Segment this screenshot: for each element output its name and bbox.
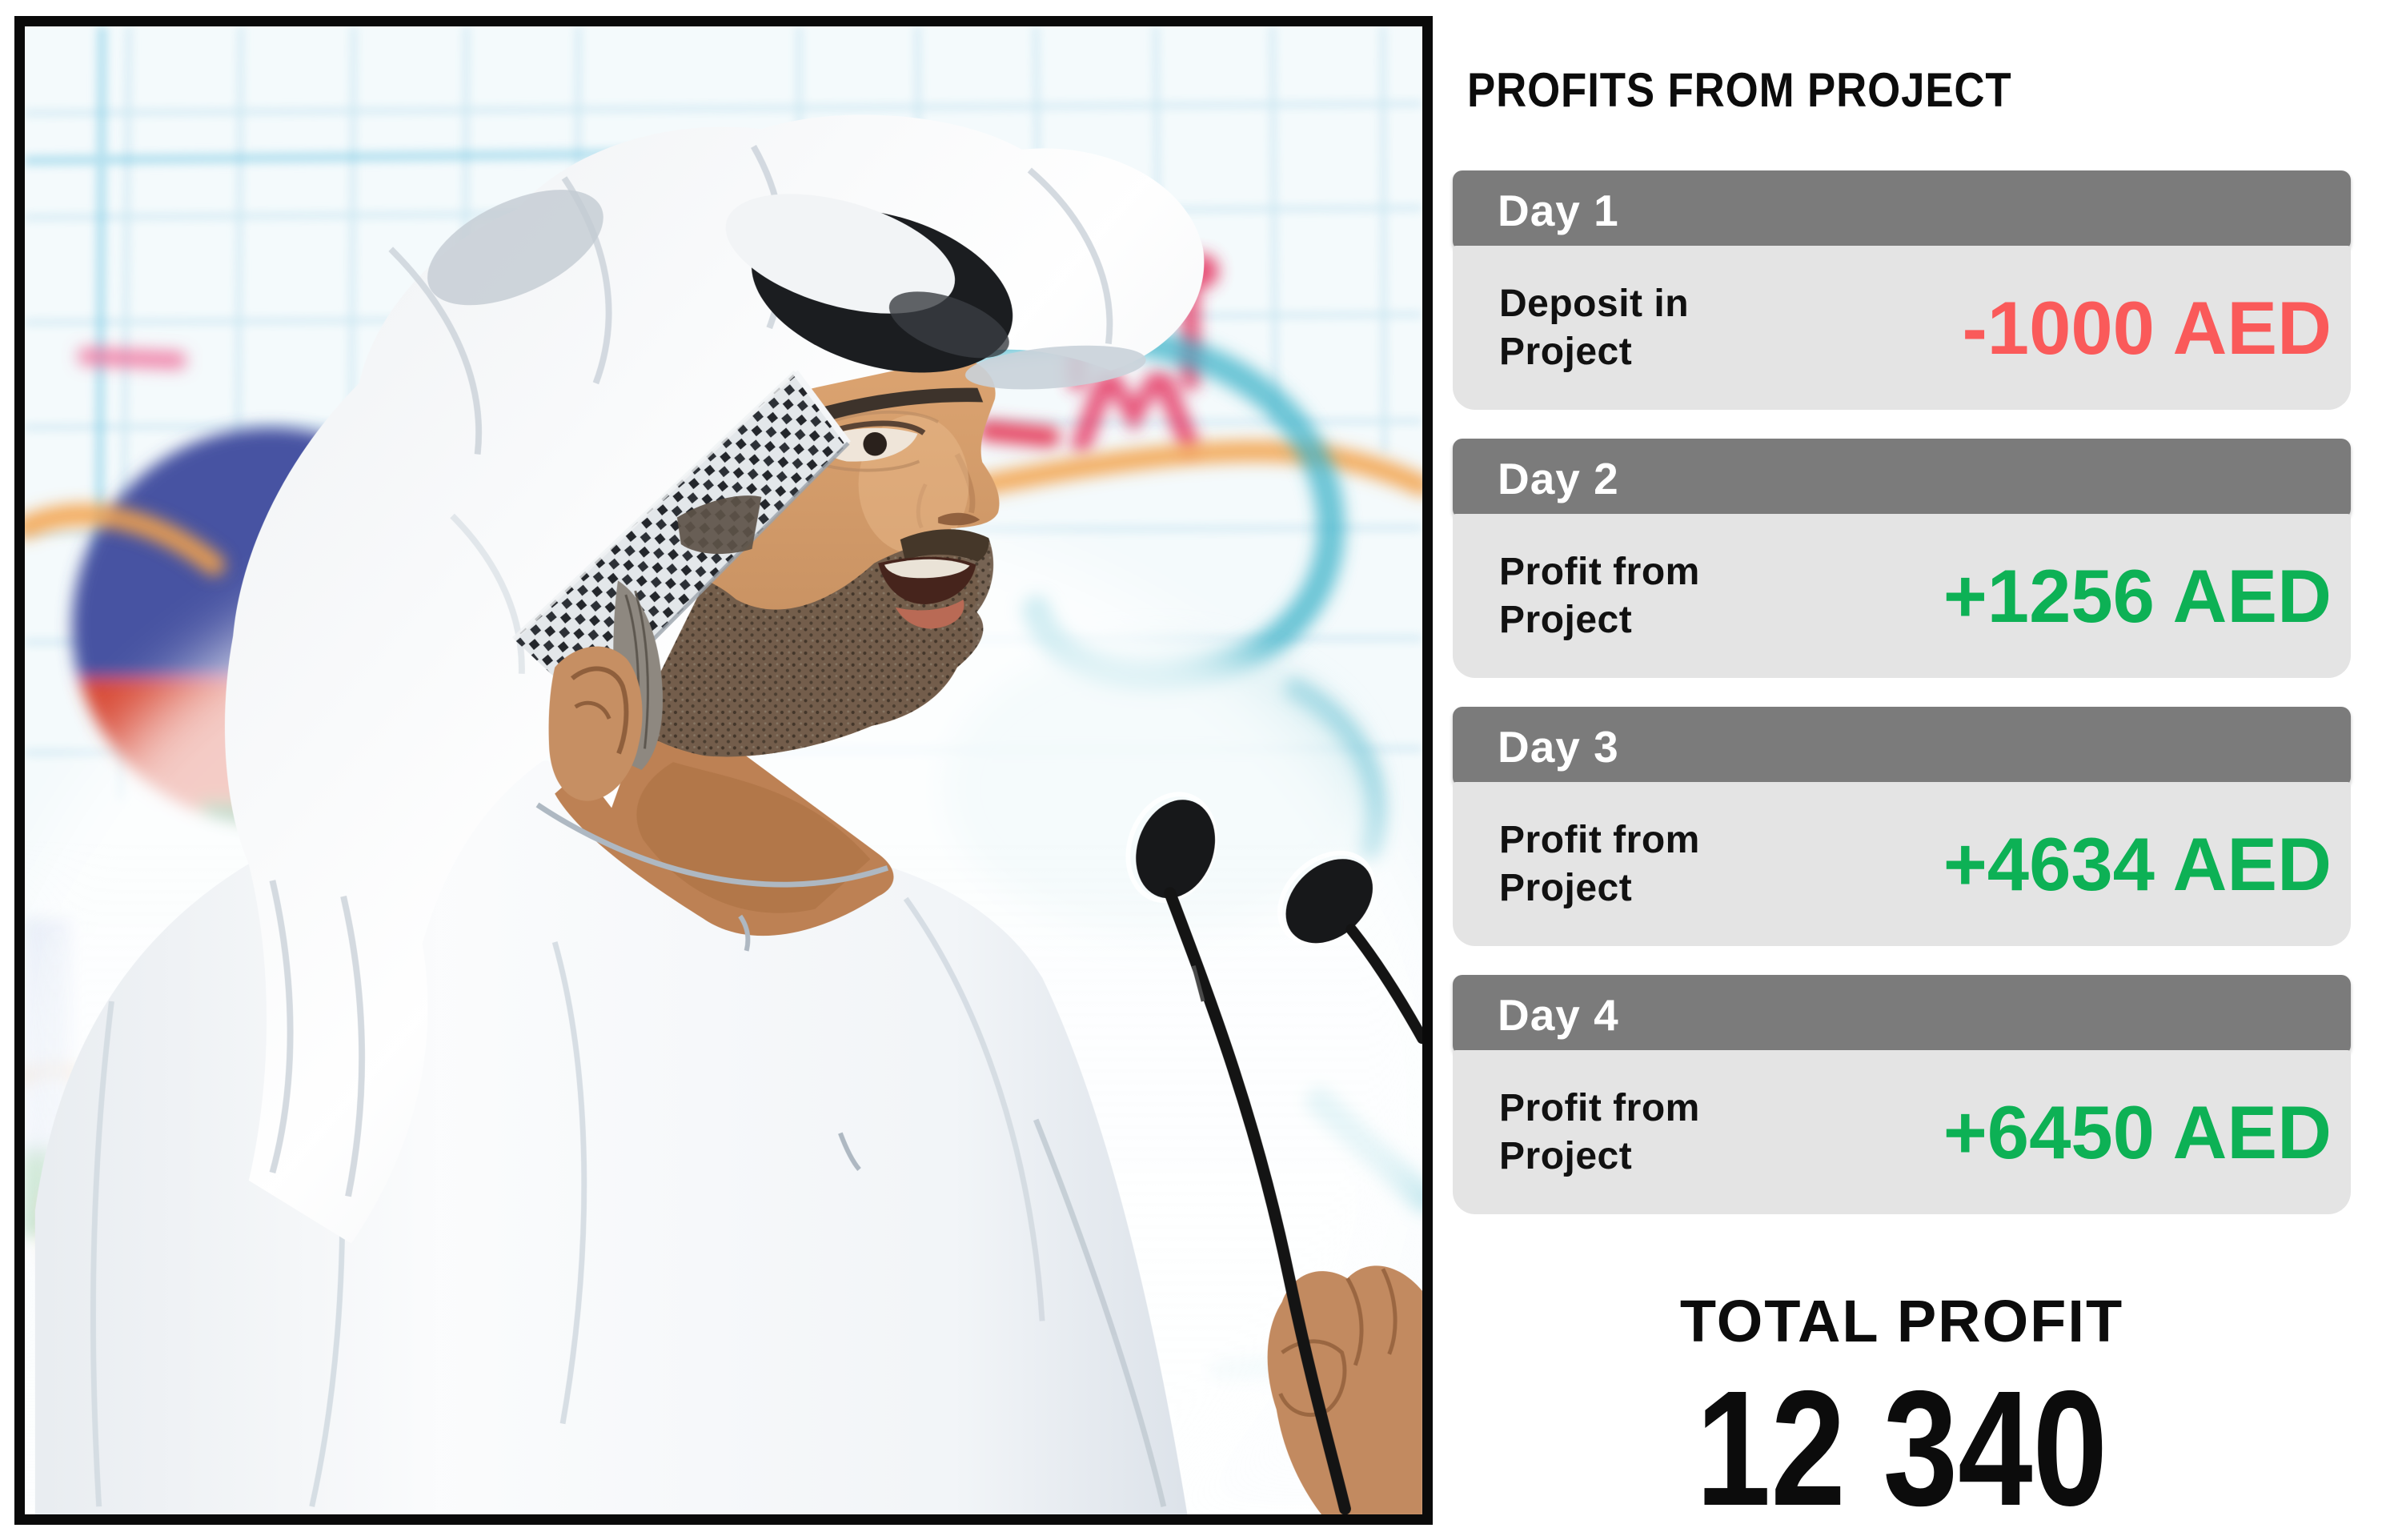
day-card-body: Profit from Project +1256 AED [1453,514,2351,678]
nostril [938,512,980,526]
day-card-body: Profit from Project +6450 AED [1453,1050,2351,1214]
ghutra-dark-fold [725,194,1013,373]
panel-title: PROFITS FROM PROJECT [1467,63,2012,117]
speaker-photo [14,16,1433,1525]
profits-panel: PROFITS FROM PROJECT Day 1 Deposit in Pro… [1453,0,2351,1537]
total-section: TOTAL PROFIT 12 340 [1453,1287,2351,1530]
day-cards: Day 1 Deposit in Project -1000 AED Day 2 … [1453,170,2351,1214]
day-entry-amount: +6450 AED [1943,1089,2332,1174]
total-label: TOTAL PROFIT [1679,1288,2124,1354]
microphone-1 [1125,792,1351,1514]
temple-hair [676,495,762,555]
day-card: Day 1 Deposit in Project -1000 AED [1453,170,2351,410]
iris [863,431,887,456]
eyebrow [764,387,984,440]
total-value: 12 340 [1695,1357,2108,1540]
day-card-body: Deposit in Project -1000 AED [1453,246,2351,410]
day-header-bar: Day 1 [1453,170,2351,251]
day-entry-amount: +4634 AED [1943,821,2332,906]
ghutra-flap-shadow [964,345,1146,390]
ghutra-left-fold-shadow [427,190,604,306]
day-entry-label: Profit from Project [1499,818,1700,909]
microphone-2 [1277,850,1422,1045]
decor-dashes [78,347,1061,447]
day-title: Day 3 [1498,722,1619,772]
ear [548,646,643,801]
speaker-photo-art [25,26,1422,1514]
day-header-bar: Day 2 [1453,439,2351,519]
day-entry-label: Profit from Project [1499,550,1700,641]
day-entry-label: Profit from Project [1499,1086,1700,1177]
day-header-bar: Day 4 [1453,975,2351,1055]
speaker-figure [34,114,1205,1514]
day-header-bar: Day 3 [1453,707,2351,787]
day-entry-label: Deposit in Project [1499,282,1690,373]
day-entry-amount: +1256 AED [1943,553,2332,638]
day-entry-amount: -1000 AED [1962,285,2332,370]
day-title: Day 4 [1498,990,1619,1040]
ghutra-headdress [224,114,1205,1244]
collar-details [535,802,889,1171]
teeth [884,559,970,579]
day-card: Day 2 Profit from Project +1256 AED [1453,439,2351,678]
lower-lip [895,599,964,629]
day-title: Day 2 [1498,454,1619,503]
mustache [900,529,989,562]
day-card: Day 3 Profit from Project +4634 AED [1453,707,2351,946]
day-title: Day 1 [1498,186,1619,235]
day-card-body: Profit from Project +4634 AED [1453,782,2351,946]
day-card: Day 4 Profit from Project +6450 AED [1453,975,2351,1214]
